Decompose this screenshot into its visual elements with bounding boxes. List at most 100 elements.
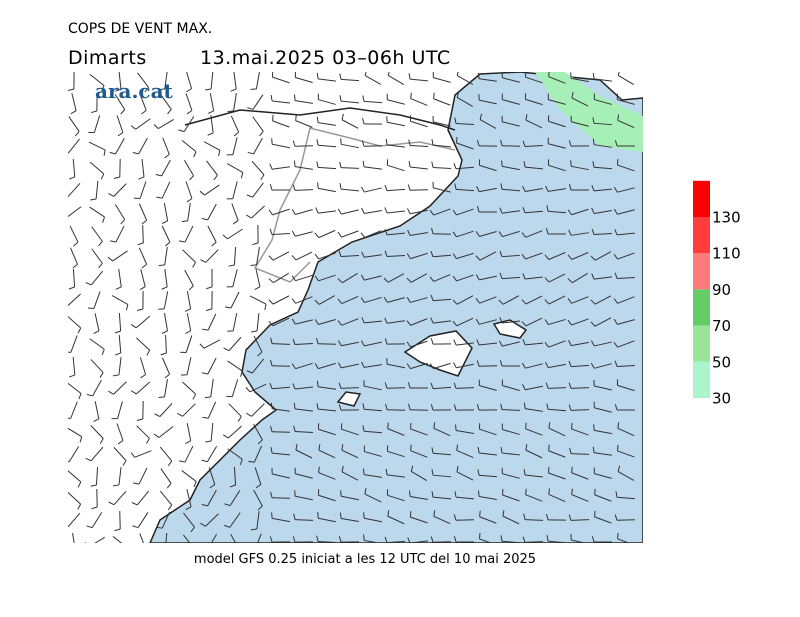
wind-barb [256, 312, 260, 332]
wind-barb [207, 401, 217, 419]
wind-barb [548, 76, 566, 84]
wind-barb [431, 491, 434, 498]
wind-barb [410, 232, 428, 236]
wind-barb [181, 139, 197, 153]
wind-barb [614, 140, 618, 147]
wind-barb [613, 318, 618, 325]
wind-barb [84, 542, 87, 543]
wind-barb [338, 250, 342, 257]
wind-barb [430, 294, 434, 301]
wind-barb [364, 275, 382, 281]
wind-barb [68, 460, 70, 463]
wind-barb [408, 160, 411, 168]
wind-barb [363, 320, 383, 324]
wind-barb [86, 393, 93, 397]
wind-barb [206, 286, 213, 290]
wind-barb [501, 452, 521, 456]
wind-barb [270, 491, 273, 498]
wind-barb [316, 161, 319, 168]
wind-barb [617, 427, 635, 437]
wind-barb [164, 72, 168, 89]
wind-barb [233, 466, 237, 486]
wind-barb [433, 92, 435, 99]
wind-barb [318, 428, 336, 436]
wind-barb [183, 160, 195, 176]
wind-barb [339, 512, 342, 519]
wind-barb [91, 512, 103, 528]
wind-barb [433, 510, 436, 517]
wind-barb [409, 490, 411, 497]
wind-barb [205, 308, 213, 312]
wind-barb [385, 403, 388, 410]
wind-barb [70, 110, 77, 115]
wind-barb [548, 493, 566, 503]
wind-barb [430, 404, 434, 411]
wind-barb [570, 387, 590, 389]
wind-barb [361, 251, 365, 258]
wind-barb [102, 216, 105, 223]
wind-barb [186, 110, 193, 115]
wind-barb [269, 184, 273, 191]
wind-barb [453, 536, 457, 543]
wind-barb [571, 252, 589, 260]
wind-barb [68, 176, 75, 180]
wind-barb [247, 107, 254, 110]
wind-barb [62, 303, 67, 306]
wind-barb [90, 484, 97, 487]
wind-barb [454, 491, 457, 498]
wind-barb [456, 430, 474, 434]
wind-barb [501, 160, 503, 167]
wind-barb [342, 272, 358, 284]
wind-barb [571, 91, 574, 99]
wind-barb [592, 72, 595, 79]
wind-barb [548, 252, 566, 260]
wind-barb [251, 160, 265, 176]
wind-barb [410, 340, 428, 348]
wind-barb [118, 312, 122, 332]
wind-barb [433, 274, 451, 282]
wind-barb [184, 308, 191, 312]
wind-barb [456, 444, 459, 451]
wind-barb [257, 505, 263, 511]
wind-barb [407, 382, 411, 389]
wind-barb [432, 496, 452, 500]
wind-barb [208, 110, 214, 114]
wind-barb [228, 264, 235, 267]
wind-barb [502, 295, 520, 305]
wind-barb [318, 466, 320, 473]
wind-barb [316, 535, 319, 542]
wind-barb [525, 494, 543, 502]
wind-barb [232, 313, 238, 331]
wind-barb [269, 163, 273, 170]
wind-barb [522, 206, 526, 213]
wind-barb [199, 343, 205, 349]
wind-barb [478, 474, 498, 478]
wind-barb [479, 385, 497, 391]
wind-barb [590, 321, 596, 327]
wind-barb [130, 324, 137, 329]
wind-barb [591, 273, 595, 280]
wind-barb [177, 412, 183, 417]
wind-barb [184, 269, 194, 287]
wind-barb [498, 299, 504, 305]
wind-barb [136, 490, 150, 506]
wind-barb [590, 255, 596, 261]
wind-barb [232, 269, 238, 287]
wind-barb [568, 184, 572, 191]
wind-barb [411, 470, 427, 482]
wind-barb [205, 249, 219, 263]
wind-barb [271, 497, 291, 499]
wind-barb [406, 341, 411, 348]
wind-barb [85, 282, 92, 286]
wind-barb [72, 356, 76, 376]
wind-barb [499, 250, 503, 257]
wind-barb [410, 252, 428, 260]
wind-barb [187, 203, 191, 221]
wind-barb [211, 241, 217, 247]
wind-barb [294, 519, 314, 521]
colorbar-segment [693, 325, 710, 362]
wind-barb [146, 438, 150, 444]
wind-barb [318, 517, 336, 523]
wind-barb [340, 387, 360, 389]
wind-barb [547, 210, 567, 214]
